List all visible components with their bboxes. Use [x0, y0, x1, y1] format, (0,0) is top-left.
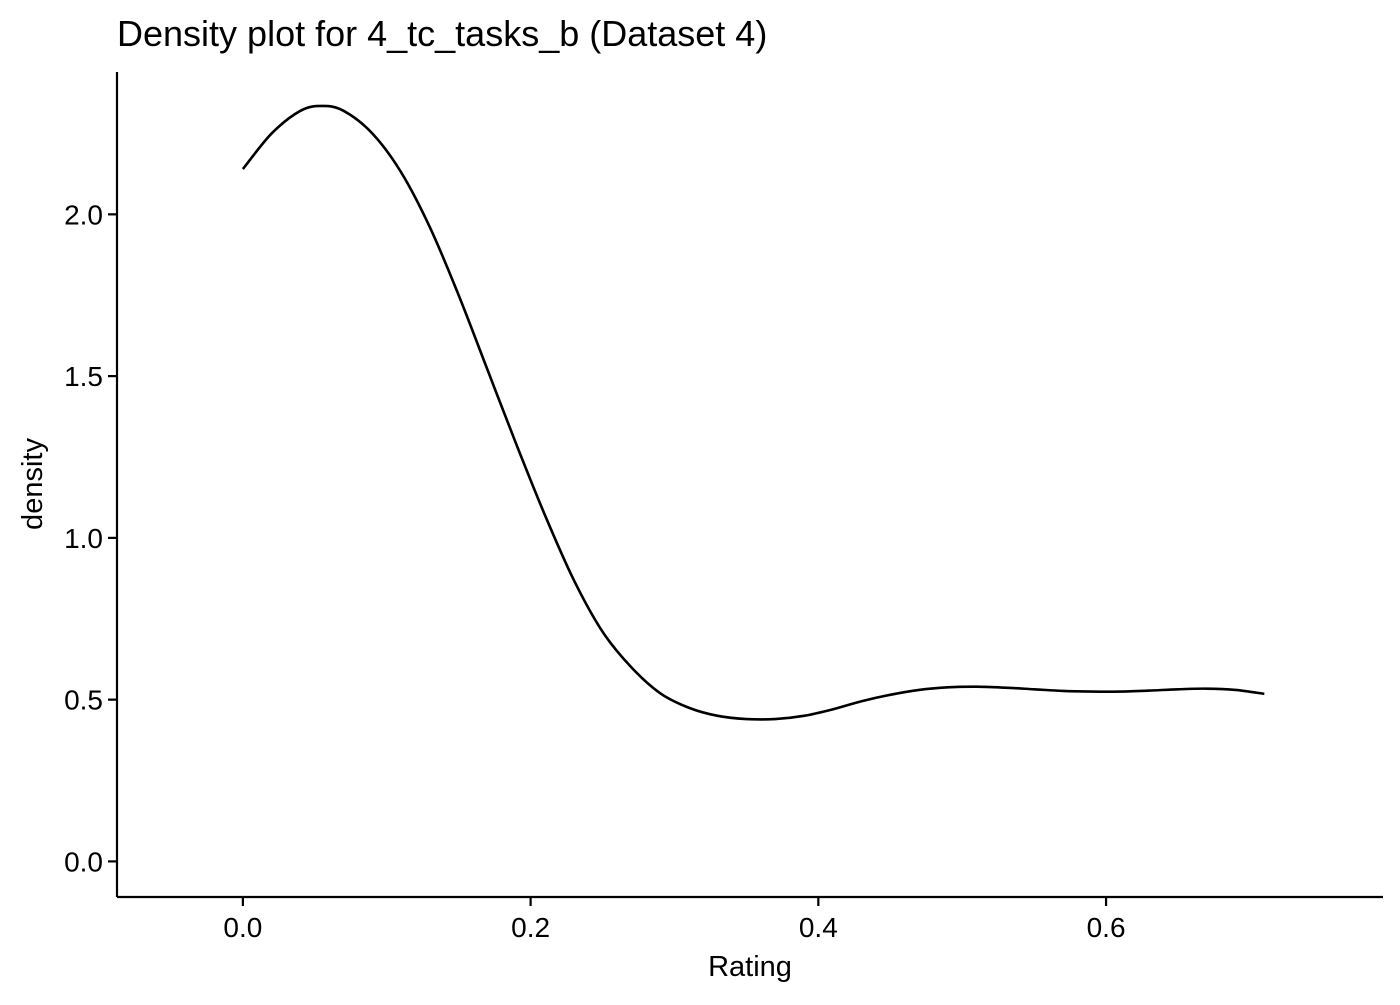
y-tick-label: 0.5 — [64, 685, 103, 716]
y-tick-label: 1.5 — [64, 361, 103, 392]
y-tick-label: 0.0 — [64, 846, 103, 877]
y-axis: 0.0 0.5 1.0 1.5 2.0 — [64, 72, 119, 897]
x-tick-label: 0.0 — [223, 912, 262, 943]
y-tick-label: 1.0 — [64, 523, 103, 554]
x-tick-label: 0.6 — [1087, 912, 1126, 943]
y-tick-label: 2.0 — [64, 199, 103, 230]
x-axis-title: Rating — [708, 951, 792, 983]
x-tick-label: 0.4 — [799, 912, 838, 943]
x-tick-label: 0.2 — [511, 912, 550, 943]
x-axis: 0.0 0.2 0.4 0.6 — [117, 895, 1383, 943]
plot-area — [241, 104, 1265, 721]
density-curve — [241, 104, 1265, 721]
chart-title: Density plot for 4_tc_tasks_b (Dataset 4… — [117, 13, 767, 54]
y-axis-title: density — [17, 438, 49, 530]
